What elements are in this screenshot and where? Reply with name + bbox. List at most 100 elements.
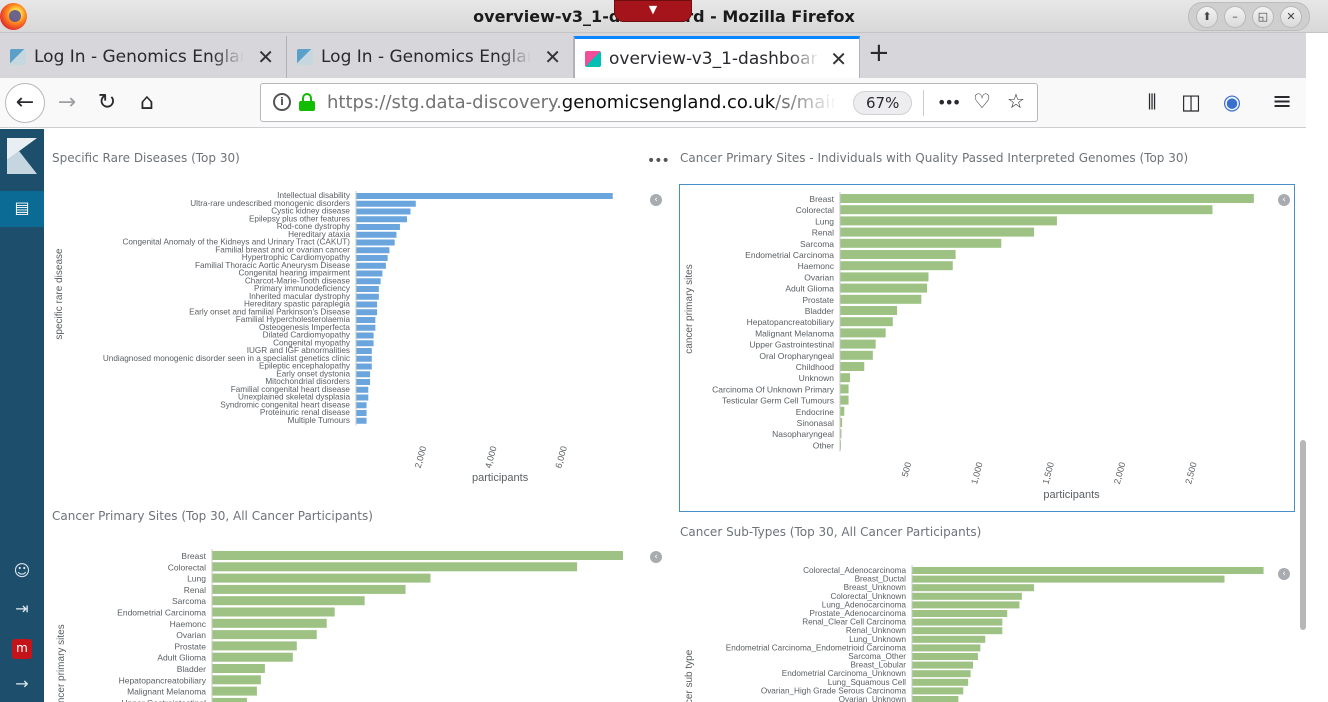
- x-tick-label: 1,500: [1041, 461, 1056, 485]
- page-scrollbar-thumb[interactable]: [1300, 440, 1306, 630]
- bar: [840, 362, 864, 371]
- x-axis-label: participants: [1043, 489, 1100, 501]
- minimize-button[interactable]: –: [1224, 6, 1246, 28]
- home-button[interactable]: ⌂: [130, 86, 164, 120]
- bookmark-star-icon[interactable]: ☆: [1007, 89, 1025, 113]
- bar: [912, 653, 978, 660]
- collapse-icon[interactable]: →: [0, 674, 44, 693]
- back-button[interactable]: ←: [5, 83, 45, 123]
- bar: [356, 309, 377, 315]
- bar: [212, 675, 261, 684]
- reload-button[interactable]: ↻: [90, 86, 124, 120]
- category-label: Carcinoma Of Unknown Primary: [712, 384, 835, 394]
- maximize-button[interactable]: ◱: [1252, 6, 1274, 28]
- close-icon[interactable]: ✕: [544, 45, 561, 69]
- dashboard-nav-button[interactable]: ▤: [0, 191, 44, 227]
- bar: [356, 371, 370, 377]
- category-label: Ovarian: [804, 272, 834, 282]
- close-icon[interactable]: ✕: [257, 45, 274, 69]
- x-tick-label: 2,000: [1112, 461, 1127, 485]
- close-window-button[interactable]: ✕: [1280, 6, 1302, 28]
- bar: [212, 653, 293, 662]
- genomics-england-favicon-icon: [297, 49, 313, 65]
- url-divider: [923, 90, 924, 116]
- bar: [840, 351, 873, 360]
- bar: [356, 193, 613, 199]
- url-text[interactable]: https://stg.data-discovery.genomicsengla…: [327, 92, 837, 113]
- tab-strip: Log In - Genomics England ✕ Log In - Gen…: [0, 33, 1306, 78]
- category-label: Lung: [187, 574, 206, 584]
- bar: [912, 576, 1224, 583]
- kibana-logo-icon[interactable]: [7, 138, 37, 174]
- category-label: Prostate: [802, 295, 834, 305]
- category-label: Oral Oropharyngeal: [759, 351, 834, 361]
- url-bar[interactable]: i https://stg.data-discovery.genomicseng…: [260, 83, 1038, 122]
- window-dropdown-button[interactable]: ▼: [614, 0, 692, 22]
- forward-button[interactable]: →: [50, 86, 84, 120]
- lock-icon[interactable]: [299, 93, 315, 111]
- info-icon[interactable]: i: [273, 93, 291, 111]
- bar: [212, 698, 247, 702]
- category-label: Colorectal: [796, 205, 834, 215]
- bar: [356, 348, 372, 354]
- account-icon[interactable]: ◉: [1218, 90, 1246, 114]
- zoom-level-button[interactable]: 67%: [853, 91, 912, 115]
- bar: [912, 644, 980, 651]
- close-icon[interactable]: ✕: [830, 47, 847, 71]
- category-label: Sarcoma: [172, 596, 206, 606]
- page-scrollbar-track[interactable]: [1306, 129, 1328, 702]
- tab-label: Log In - Genomics England: [34, 47, 244, 67]
- bar: [356, 278, 381, 284]
- keep-above-button[interactable]: ⬆: [1196, 6, 1218, 28]
- sidebar-toggle-icon[interactable]: ◫: [1177, 90, 1205, 114]
- bar: [356, 325, 375, 331]
- category-label: Bladder: [805, 306, 834, 316]
- y-axis-label: specific rare disease: [54, 248, 65, 340]
- bar: [356, 356, 372, 362]
- bar: [212, 574, 430, 583]
- tab-dashboard[interactable]: overview-v3_1-dashboard ✕: [574, 36, 860, 78]
- bar: [840, 250, 956, 259]
- new-tab-button[interactable]: +: [868, 38, 892, 68]
- bar: [356, 255, 388, 261]
- x-tick-label: 500: [900, 461, 914, 478]
- y-axis-label: cancer primary sites: [56, 624, 67, 702]
- category-label: Renal: [812, 228, 834, 238]
- bar: [912, 662, 973, 669]
- bar: [840, 228, 1034, 237]
- bar: [356, 402, 367, 408]
- bar: [912, 601, 1019, 608]
- logout-icon[interactable]: ⇥: [0, 599, 44, 618]
- bar: [212, 585, 406, 594]
- space-avatar[interactable]: m: [12, 639, 32, 659]
- bar: [356, 286, 379, 292]
- menu-icon[interactable]: ≡: [1268, 87, 1296, 115]
- bar: [840, 396, 849, 405]
- bar: [840, 328, 886, 337]
- bar: [356, 302, 377, 308]
- pocket-icon[interactable]: ♡: [973, 89, 991, 113]
- y-axis-label: cancer sub type: [684, 649, 695, 702]
- x-tick-label: 4,000: [483, 445, 498, 469]
- bar: [356, 240, 395, 246]
- bar: [912, 567, 1264, 574]
- tab-label: Log In - Genomics England: [321, 47, 531, 67]
- x-tick-label: 1,000: [969, 461, 984, 485]
- tab-login-1[interactable]: Log In - Genomics England ✕: [0, 36, 287, 78]
- bar: [840, 384, 849, 393]
- category-label: Upper Gastrointestinal: [749, 340, 834, 350]
- user-icon[interactable]: ☺: [0, 561, 44, 580]
- bar: [356, 418, 367, 424]
- category-label: Breast: [181, 551, 206, 561]
- category-label: Sarcoma: [800, 239, 834, 249]
- category-label: Testicular Germ Cell Tumours: [722, 396, 834, 406]
- tab-login-2[interactable]: Log In - Genomics England ✕: [287, 36, 574, 78]
- library-icon[interactable]: ⫴: [1138, 90, 1166, 115]
- category-label: Renal: [184, 585, 206, 595]
- bar: [212, 551, 623, 560]
- bar: [840, 317, 893, 326]
- bar: [356, 209, 411, 215]
- chart-cancer-subtypes: Colorectal_AdenocarcinomaBreast_DuctalBr…: [680, 525, 1300, 702]
- category-label: Haemonc: [798, 261, 835, 271]
- page-actions-icon[interactable]: •••: [937, 93, 959, 112]
